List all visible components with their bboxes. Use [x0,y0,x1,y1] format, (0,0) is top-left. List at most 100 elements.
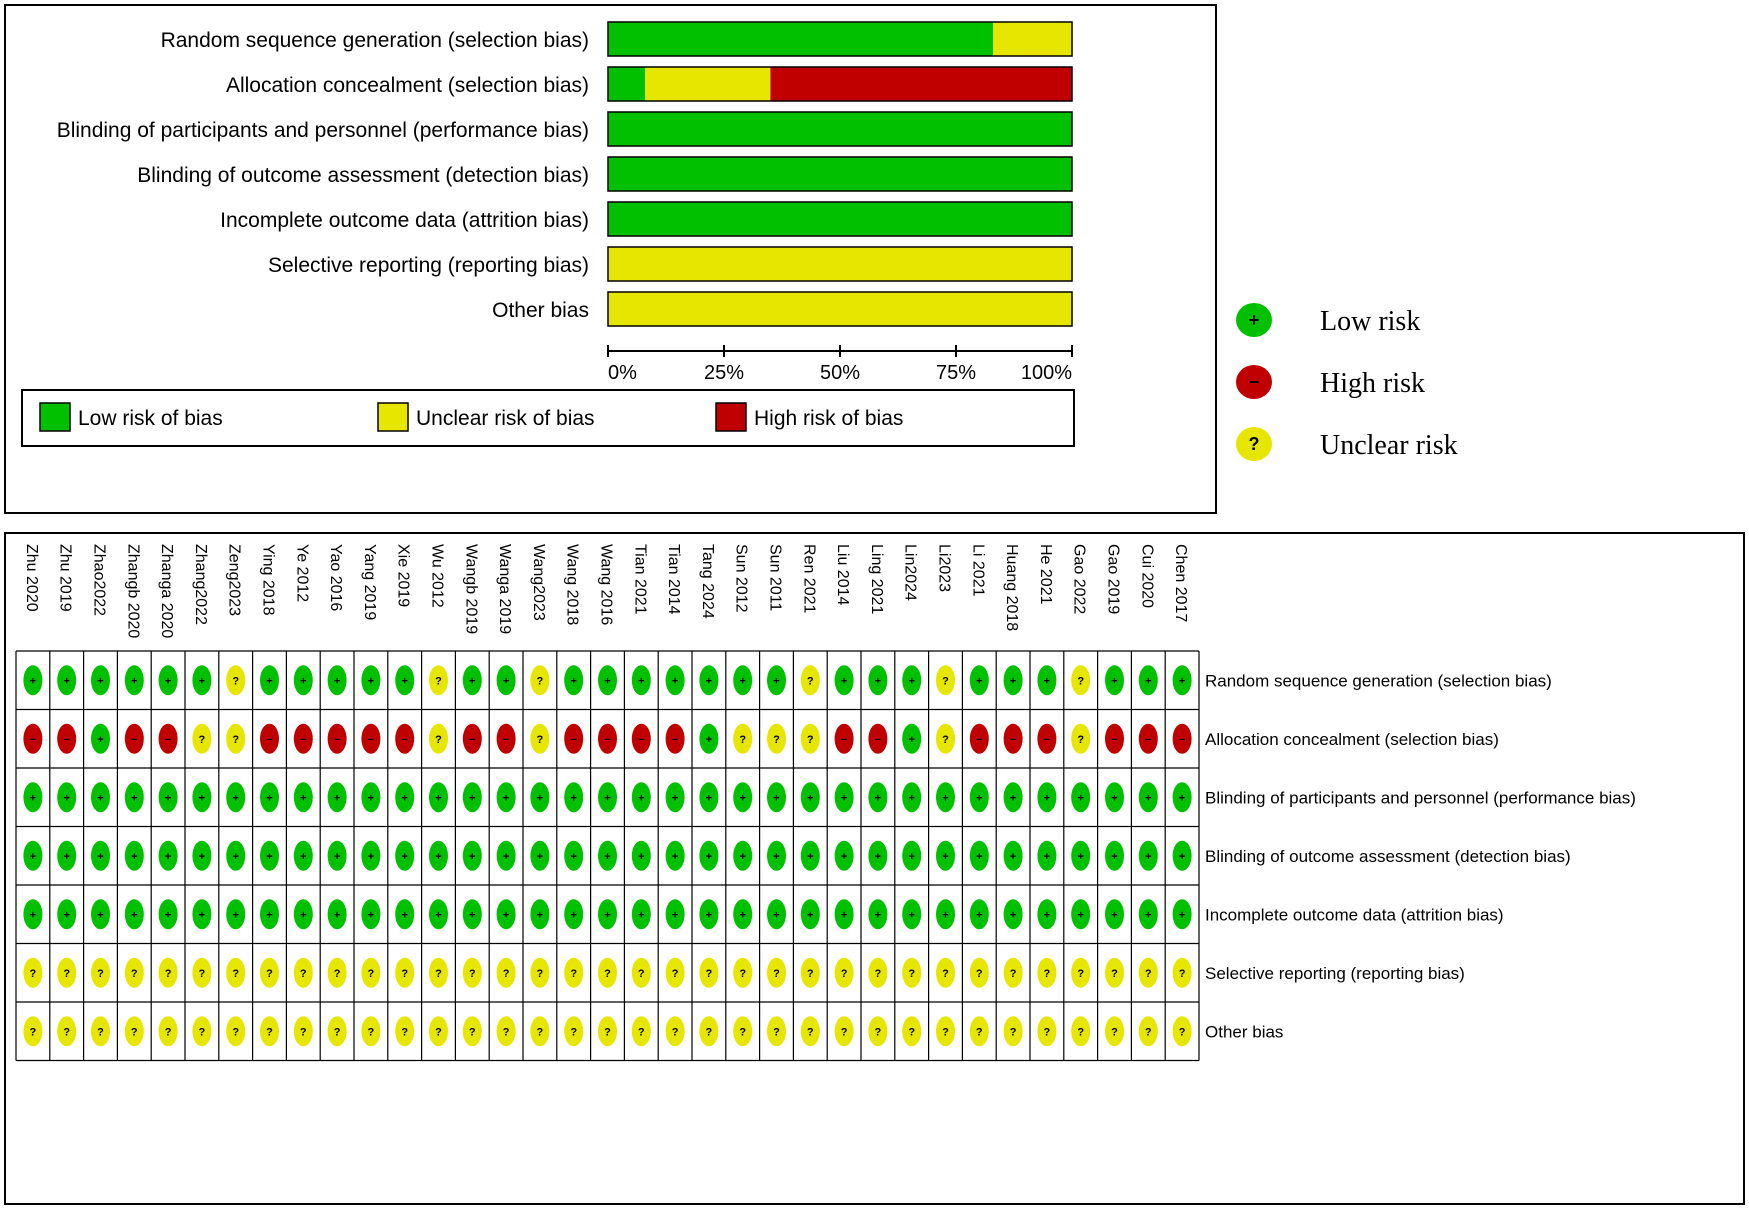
judgement-symbol: + [131,909,137,921]
judgement-dot-unclear [1037,1016,1057,1047]
judgement-dot-low [1138,782,1158,813]
bar-outline [607,201,1073,237]
judgement-dot-low [462,840,482,871]
judgement-dot-low [226,899,246,930]
judgement-dot-low [91,899,110,930]
judgement-symbol: + [97,734,103,746]
judgement-dot-high [361,723,381,754]
judgement-symbol: ? [199,734,206,746]
judgement-dot-low [699,782,719,813]
judgement-symbol: + [706,675,712,687]
judgement-dot-low [361,665,381,696]
judgement-symbol: + [1044,851,1050,863]
judgement-symbol: + [503,909,509,921]
judgement-dot-low [699,723,719,754]
judgement-dot-low [496,840,516,871]
judgement-symbol: + [30,909,36,921]
judgement-dot-unclear [496,957,516,988]
judgement-symbol: + [875,851,881,863]
judgement-dot-low [57,665,77,696]
judgement-symbol: + [875,792,881,804]
study-label: Ren 2021 [800,544,817,613]
judgement-symbol: ? [435,968,442,980]
domain-label: Incomplete outcome data (attrition bias) [1205,905,1504,924]
judgement-symbol: + [266,675,272,687]
judgement-symbol: ? [165,968,172,980]
judgement-symbol: + [942,851,948,863]
judgement-dot-unclear [462,1016,482,1047]
study-label: Zhang2022 [192,544,209,625]
judgement-dot-low [1105,665,1124,696]
legend-circle-low [1236,303,1272,337]
judgement-symbol: ? [875,968,882,980]
judgement-symbol: ? [131,968,138,980]
judgement-dot-low [158,665,178,696]
bar-segment-unclear [993,22,1072,56]
judgement-symbol: + [266,909,272,921]
judgement-symbol: − [1145,734,1151,746]
judgement-symbol: + [942,792,948,804]
judgement-symbol: − [266,734,272,746]
judgement-symbol: ? [537,968,544,980]
judgement-symbol: ? [604,968,611,980]
legend-item-label: Low risk [1320,306,1420,337]
judgement-dot-low [226,782,246,813]
judgement-dot-unclear [1138,1016,1158,1047]
judgement-dot-low [91,840,110,871]
judgement-symbol: + [841,675,847,687]
judgement-dot-unclear [733,957,753,988]
judgement-symbol: ? [841,968,848,980]
category-label: Allocation concealment (selection bias) [226,74,589,97]
judgement-symbol: ? [131,1026,138,1038]
judgement-dot-low [1071,782,1091,813]
judgement-symbol: ? [63,968,70,980]
judgement-dot-unclear [868,957,888,988]
judgement-symbol: + [165,851,171,863]
judgement-dot-unclear [969,1016,989,1047]
judgement-dot-unclear [192,1016,212,1047]
judgement-dot-low [631,840,651,871]
judgement-symbol: ? [706,1026,713,1038]
judgement-symbol: + [604,909,610,921]
judgement-dot-low [564,899,584,930]
judgement-dot-low [1003,840,1023,871]
judgement-symbol: − [1044,734,1050,746]
judgement-dot-low [1037,665,1057,696]
judgement-dot-unclear [226,665,246,696]
judgement-symbol: + [537,909,543,921]
judgement-symbol: + [63,792,69,804]
judgement-dot-low [496,782,516,813]
judgement-symbol: + [706,909,712,921]
judgement-symbol: + [165,792,171,804]
judgement-symbol: ? [97,1026,104,1038]
judgement-symbol: + [232,851,238,863]
judgement-dot-unclear [429,957,448,988]
judgement-dot-low [564,840,584,871]
judgement-symbol: − [165,734,171,746]
judgement-symbol: + [672,792,678,804]
judgement-symbol: − [469,734,475,746]
judgement-symbol: − [368,734,374,746]
judgement-dot-high [1172,723,1192,754]
judgement-symbol: ? [942,1026,949,1038]
category-label: Blinding of participants and personnel (… [57,119,589,142]
judgement-symbol: ? [1044,968,1051,980]
study-label: Ye 2012 [293,544,310,602]
judgement-dot-unclear [57,957,77,988]
judgement-symbol: − [1179,734,1185,746]
judgement-symbol: + [232,909,238,921]
x-tick-label: 0% [608,362,637,384]
judgement-dot-unclear [462,957,482,988]
judgement-symbol: ? [570,1026,577,1038]
judgement-symbol: + [232,792,238,804]
judgement-symbol: + [435,792,441,804]
judgement-dot-unclear [665,1016,685,1047]
judgement-symbol: + [908,851,914,863]
judgement-symbol: ? [942,968,949,980]
judgement-symbol: ? [1044,1026,1051,1038]
judgement-symbol: ? [570,968,577,980]
judgement-symbol: + [401,851,407,863]
judgement-symbol: − [300,734,306,746]
judgement-dot-unclear [936,665,955,696]
judgement-dot-high [834,723,854,754]
